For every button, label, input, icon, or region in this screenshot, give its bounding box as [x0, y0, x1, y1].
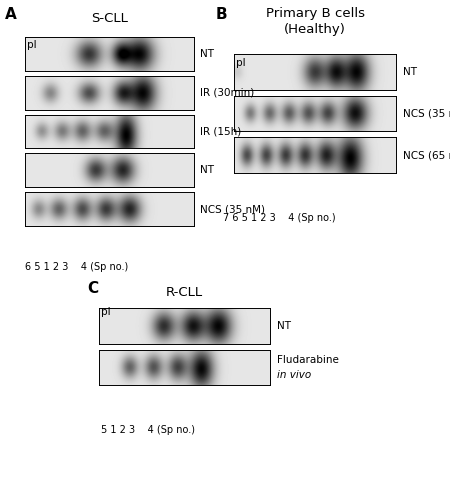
Text: C: C: [88, 281, 99, 296]
Text: B: B: [216, 7, 228, 22]
Text: NT: NT: [277, 321, 291, 331]
Text: NT: NT: [200, 165, 214, 175]
Text: IR (15h): IR (15h): [200, 126, 242, 136]
Text: Primary B cells
(Healthy): Primary B cells (Healthy): [266, 7, 365, 36]
Text: pl: pl: [236, 58, 246, 68]
Text: Fludarabine: Fludarabine: [277, 355, 338, 365]
Text: NCS (35 nM): NCS (35 nM): [200, 204, 265, 214]
Text: IR (30min): IR (30min): [200, 88, 255, 98]
Text: pl: pl: [27, 40, 36, 50]
Text: pl: pl: [101, 307, 111, 317]
Text: 5 1 2 3    4 (Sp no.): 5 1 2 3 4 (Sp no.): [101, 425, 195, 435]
Text: 7 6 5 1 2 3    4 (Sp no.): 7 6 5 1 2 3 4 (Sp no.): [223, 213, 335, 223]
Text: NT: NT: [403, 67, 417, 77]
Text: 6 5 1 2 3    4 (Sp no.): 6 5 1 2 3 4 (Sp no.): [25, 262, 128, 272]
Text: NCS (65 nM): NCS (65 nM): [403, 150, 450, 160]
Text: NT: NT: [200, 49, 214, 59]
Text: R-CLL: R-CLL: [166, 286, 203, 299]
Text: in vivo: in vivo: [277, 371, 311, 380]
Text: NCS (35 nM): NCS (35 nM): [403, 109, 450, 119]
Text: A: A: [4, 7, 16, 22]
Text: S-CLL: S-CLL: [91, 12, 127, 25]
